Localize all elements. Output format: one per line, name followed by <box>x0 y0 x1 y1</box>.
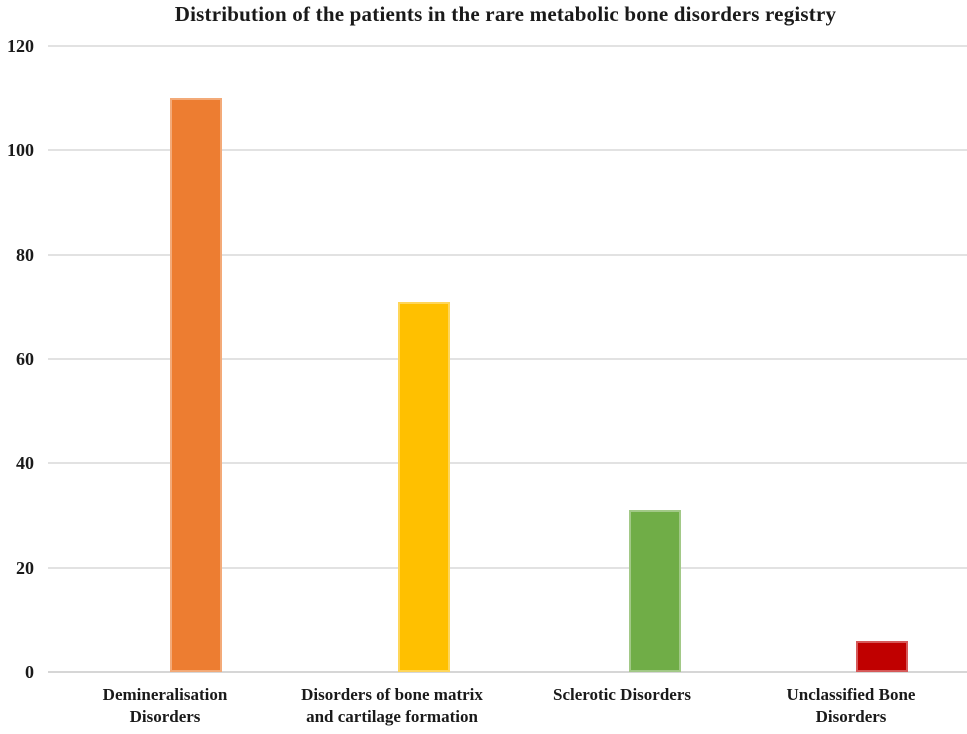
y-axis-tick-label: 0 <box>25 662 34 682</box>
gridline-y-20 <box>48 566 967 569</box>
gridline-y-60 <box>48 358 967 360</box>
chart-title: Distribution of the patients in the rare… <box>174 2 837 26</box>
x-axis-category-label: Disorders of bone matrix and cartilage f… <box>301 685 483 726</box>
gridline-y-40 <box>48 462 967 465</box>
y-axis-tick-label: 120 <box>7 36 34 56</box>
y-axis-tick-label: 80 <box>16 244 34 265</box>
bar-demineralisation-disorders <box>170 98 222 672</box>
gridline-y-120 <box>48 45 967 47</box>
y-axis-tick-label: 60 <box>16 349 34 369</box>
x-axis-line <box>48 671 967 673</box>
x-axis-category-label: Sclerotic Disorders <box>552 685 691 704</box>
y-axis-tick-label: 40 <box>16 453 34 474</box>
x-axis-category-label: Demineralisation Disorders <box>102 685 228 726</box>
bar-sclerotic-disorders <box>629 510 681 672</box>
gridline-y-100 <box>48 149 967 152</box>
bar-unclassified-bone-disorders <box>856 640 908 672</box>
x-axis-category-label: Unclassified Bone Disorders <box>786 685 916 726</box>
y-axis-tick-label: 100 <box>7 140 34 161</box>
gridline-y-80 <box>48 253 967 256</box>
y-axis-tick-label: 20 <box>16 557 34 578</box>
bar-disorders-of-bone-matrix-and-cartilage-formation <box>398 301 450 672</box>
